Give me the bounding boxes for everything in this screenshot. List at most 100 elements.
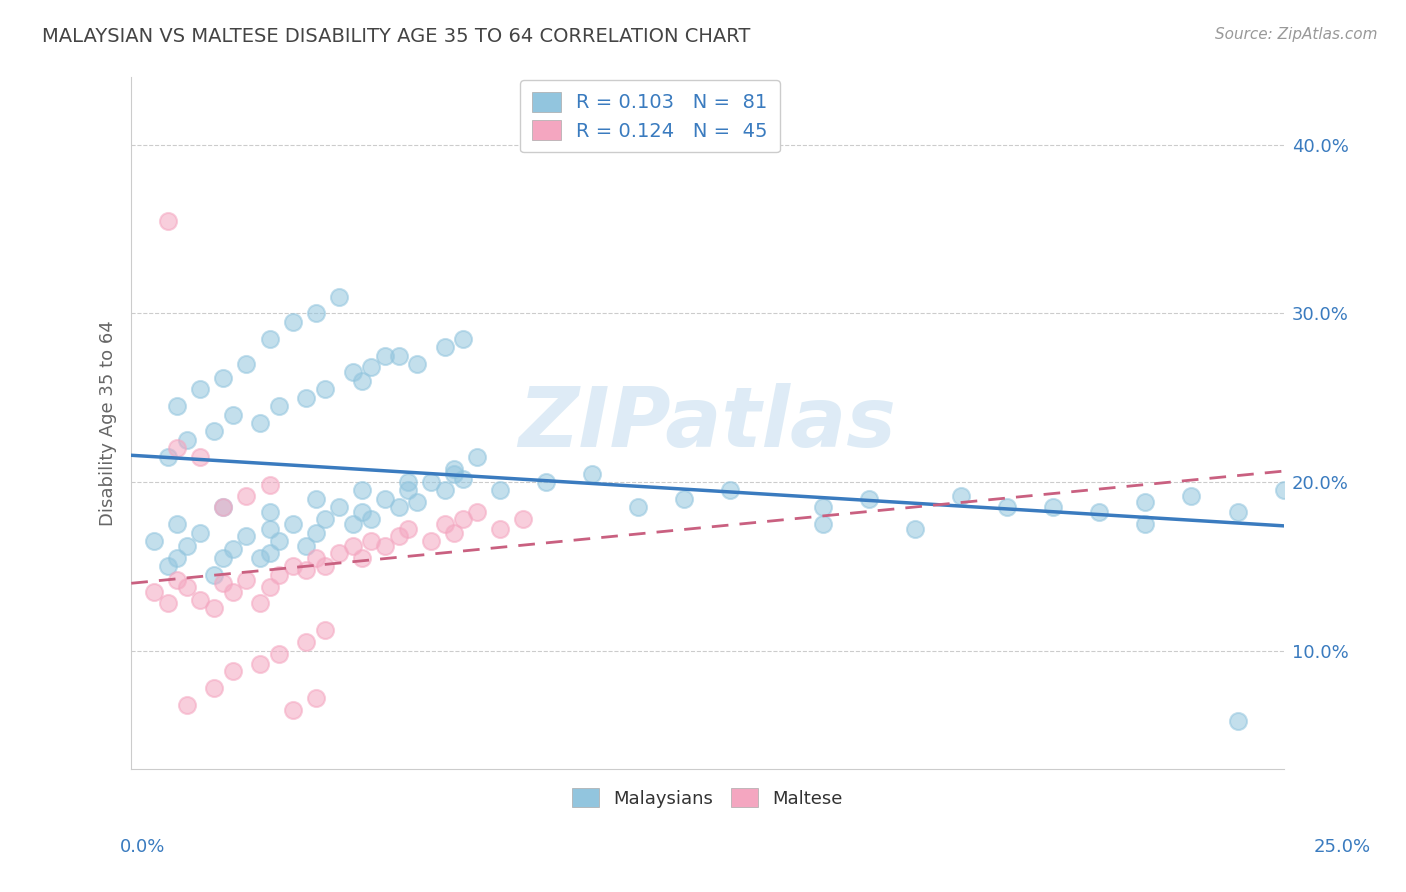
Point (166, 399, 188, 413)
Point (157, 559, 180, 574)
Point (259, 546, 281, 560)
Point (328, 290, 350, 304)
Point (995, 500, 1018, 515)
Point (190, 382, 212, 396)
Legend: Malaysians, Maltese: Malaysians, Maltese (565, 781, 851, 815)
Point (433, 483, 456, 498)
Point (202, 601, 225, 615)
Point (314, 512, 336, 526)
Point (581, 467, 603, 481)
Point (281, 703, 304, 717)
Point (212, 370, 235, 384)
Point (304, 525, 326, 540)
Point (157, 450, 180, 464)
Point (259, 332, 281, 346)
Point (259, 478, 281, 492)
Point (1088, 505, 1111, 519)
Point (281, 517, 304, 532)
Point (443, 467, 465, 481)
Point (811, 517, 834, 532)
Point (143, 534, 166, 549)
Point (534, 475, 557, 489)
Point (328, 546, 350, 560)
Point (176, 539, 198, 553)
Point (202, 425, 225, 439)
Point (295, 539, 318, 553)
Point (360, 534, 382, 549)
Point (304, 491, 326, 506)
Point (166, 442, 188, 456)
Point (314, 559, 336, 574)
Point (166, 573, 188, 587)
Point (1135, 495, 1157, 509)
Point (202, 567, 225, 582)
Point (157, 596, 180, 610)
Point (396, 522, 419, 536)
Point (360, 512, 382, 526)
Point (190, 450, 212, 464)
Point (212, 550, 235, 565)
Point (512, 512, 534, 526)
Point (443, 525, 465, 540)
Point (143, 584, 166, 599)
Point (396, 483, 419, 498)
Point (221, 584, 243, 599)
Text: Source: ZipAtlas.com: Source: ZipAtlas.com (1215, 27, 1378, 42)
Point (342, 517, 364, 532)
Point (304, 306, 326, 320)
Point (267, 399, 290, 413)
Point (443, 461, 465, 475)
Point (176, 698, 198, 712)
Point (235, 573, 257, 587)
Point (267, 567, 290, 582)
Point (221, 664, 243, 678)
Point (419, 475, 441, 489)
Point (235, 357, 257, 371)
Point (212, 576, 235, 591)
Point (157, 213, 180, 227)
Point (387, 349, 409, 363)
Point (1272, 483, 1295, 498)
Point (374, 349, 396, 363)
Point (259, 505, 281, 519)
Point (259, 522, 281, 536)
Point (1226, 505, 1249, 519)
Point (221, 408, 243, 422)
Text: ZIPatlas: ZIPatlas (519, 383, 897, 464)
Point (720, 483, 742, 498)
Point (1180, 489, 1202, 503)
Point (176, 433, 198, 447)
Point (342, 539, 364, 553)
Point (433, 340, 456, 354)
Point (267, 534, 290, 549)
Y-axis label: Disability Age 35 to 64: Disability Age 35 to 64 (100, 320, 117, 526)
Point (328, 500, 350, 515)
Point (374, 491, 396, 506)
Point (387, 529, 409, 543)
Point (1135, 517, 1157, 532)
Point (904, 522, 927, 536)
Point (396, 475, 419, 489)
Point (360, 360, 382, 375)
Point (281, 315, 304, 329)
Point (406, 357, 429, 371)
Point (451, 332, 474, 346)
Point (249, 596, 271, 610)
Point (295, 391, 318, 405)
Point (166, 517, 188, 532)
Point (249, 416, 271, 430)
Point (235, 529, 257, 543)
Point (1226, 714, 1249, 729)
Point (249, 550, 271, 565)
Text: 25.0%: 25.0% (1313, 838, 1371, 856)
Point (212, 500, 235, 515)
Point (465, 505, 488, 519)
Point (858, 491, 880, 506)
Point (314, 382, 336, 396)
Point (342, 366, 364, 380)
Point (387, 500, 409, 515)
Point (259, 580, 281, 594)
Point (673, 491, 696, 506)
Point (1042, 500, 1064, 515)
Point (465, 450, 488, 464)
